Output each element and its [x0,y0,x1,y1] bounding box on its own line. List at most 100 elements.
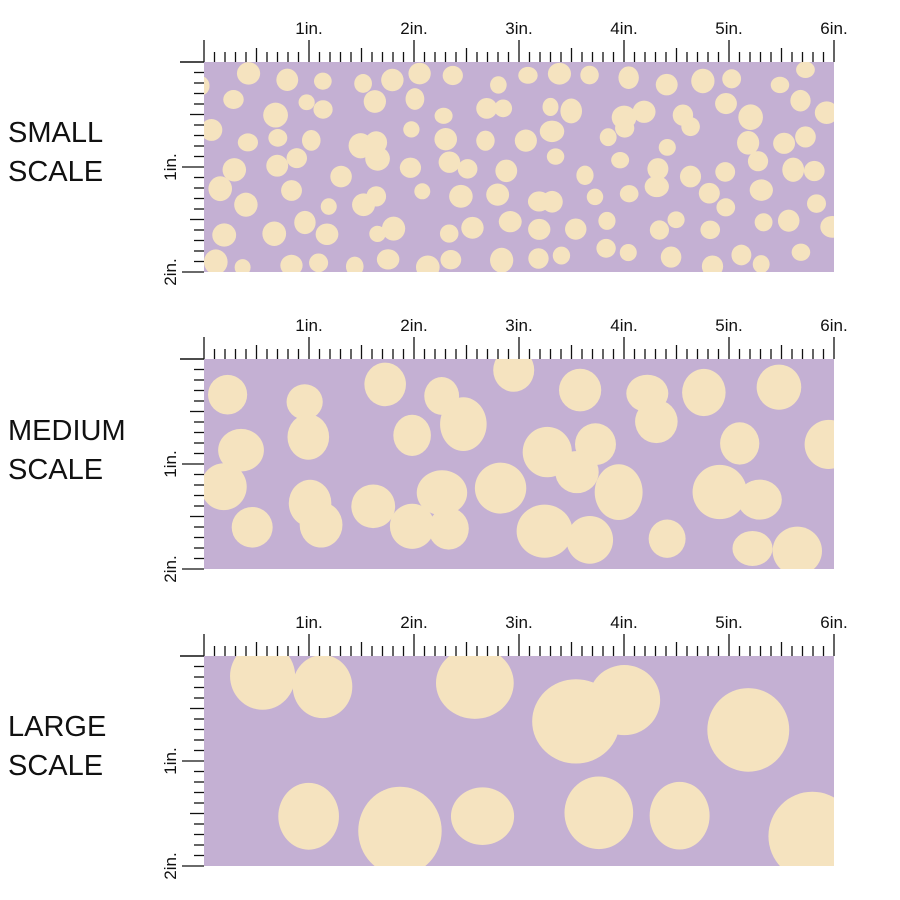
polka-dot [528,248,549,269]
polka-dot [231,506,273,548]
polka-dot [566,515,614,564]
polka-dot [586,188,604,206]
polka-dot [330,165,352,188]
polka-dot [435,656,514,719]
polka-dot [518,66,538,84]
polka-dot [749,179,773,201]
polka-dot [434,128,458,151]
scale-label-line2: SCALE [8,454,104,486]
polka-dot [292,656,353,719]
polka-dot [737,479,782,520]
polka-dot [700,220,721,240]
polka-dot [495,159,518,183]
polka-dot [204,463,247,511]
medium-scale-panel: MEDIUM SCALE 1in. 2in. 3in. 4in. 5in. 6in. 1in.… [0,297,900,594]
polka-dot [803,160,825,182]
polka-dot [268,129,288,147]
polka-dot [777,209,800,232]
swatch-with-ruler: 1in. 2in. 3in. 4in. 5in. 6in. 1in. 2in. [161,613,848,880]
polka-dot [756,364,802,410]
polka-dot [493,359,535,392]
polka-dot [807,194,827,213]
polka-dot [276,68,299,92]
polka-dot [389,503,435,549]
polka-dot [644,175,669,198]
polka-dot [552,246,571,265]
polka-dot [280,254,303,272]
polka-dot [415,255,440,272]
polka-dot [218,428,264,472]
polka-dot [679,165,702,188]
polka-dot [681,117,700,137]
polka-dot [599,128,617,147]
polka-dot [732,530,773,566]
polka-dot [393,414,431,456]
polka-dot [576,165,594,186]
polka-dot [682,368,726,417]
polka-dot [315,223,339,246]
polka-dot [716,198,736,217]
polka-dot [790,89,811,112]
polka-dot [820,215,834,238]
polka-dot [635,399,678,444]
ruler-label: 1in. [161,450,180,477]
polka-dot [286,384,323,420]
polka-dot [494,99,513,118]
ruler-label: 1in. [295,316,322,335]
polka-dot [754,213,773,232]
polka-dot [212,223,237,247]
polka-dot [313,72,332,90]
polka-dot [439,224,459,243]
polka-dot [541,190,563,213]
polka-dot [782,157,805,182]
polka-dot [405,88,425,110]
polka-dot [715,93,737,115]
polka-dot [720,422,760,465]
polka-dot [408,62,431,85]
swatch-with-ruler: 1in. 2in. 3in. 4in. 5in. 6in. 1in. 2in. [161,19,848,286]
polka-dot [738,104,763,130]
scale-label: MEDIUM SCALE [8,412,126,490]
scale-label: SMALL SCALE [8,114,103,192]
polka-dot [278,782,339,850]
ruler-label: 5in. [715,19,742,38]
polka-dot [234,259,251,272]
polka-dot [461,216,484,239]
swatch-with-ruler: 1in. 2in. 3in. 4in. 5in. 6in. 1in. 2in. [161,316,848,583]
polka-dot [428,507,469,550]
polka-dot [237,133,259,152]
dot-pattern [230,656,834,866]
ruler-label: 4in. [610,19,637,38]
polka-dot [351,484,396,529]
polka-dot [490,76,507,94]
polka-dot [376,249,400,270]
polka-dot [345,256,364,272]
ruler-label: 6in. [820,19,847,38]
polka-dot [236,62,261,85]
ruler-label: 2in. [161,852,180,879]
polka-dot [440,397,487,452]
polka-dot [619,185,639,203]
polka-dot [498,211,522,233]
polka-dot [358,786,442,866]
polka-dot [366,186,387,207]
polka-dot [649,781,710,850]
ruler-label: 4in. [610,613,637,632]
polka-dot [208,176,232,202]
polka-dot [263,102,288,128]
polka-dot [596,238,616,258]
polka-dot [299,502,343,548]
ruler-label: 3in. [505,316,532,335]
polka-dot [204,249,228,272]
polka-dot [691,68,715,94]
polka-dot [546,148,565,165]
ruler-label: 2in. [400,613,427,632]
polka-dot [598,211,616,230]
polka-dot [234,192,258,217]
polka-dot [414,183,431,200]
polka-dot [791,243,811,261]
polka-dot [796,62,815,79]
dot-pattern [204,359,834,569]
polka-dot [615,118,635,138]
polka-dot [547,62,572,85]
